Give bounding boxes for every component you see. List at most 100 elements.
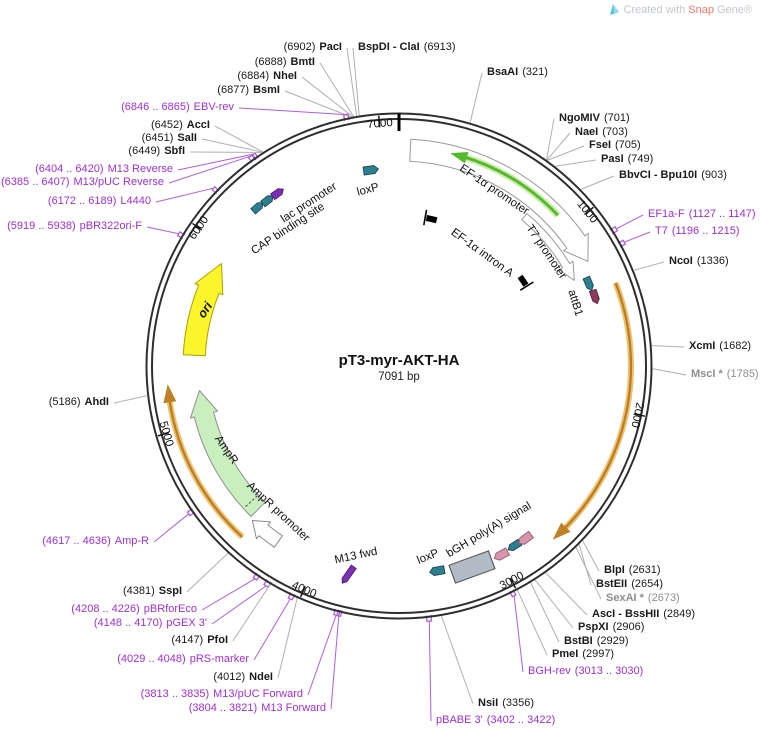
site-ahdi-name: AhdI bbox=[84, 396, 109, 408]
leader-line-t7-primer bbox=[624, 231, 651, 243]
primer-m13-puc-fwd-name: M13/pUC Forward bbox=[213, 688, 303, 700]
primer-t7-pos: (1196 .. 1215) bbox=[671, 225, 740, 237]
site-bmti-pos: (6888) bbox=[254, 56, 287, 68]
leader-line-pbrforeco bbox=[201, 578, 256, 611]
tick-mark-7000 bbox=[378, 115, 381, 128]
primer-hook-m13-reverse bbox=[251, 152, 259, 161]
site-fsei-name: FseI bbox=[589, 139, 612, 151]
primer-label-amp-r: (4617 .. 4636) Amp-R bbox=[42, 534, 149, 549]
primer-m13-fwd-pos: (3804 .. 3821) bbox=[188, 702, 258, 714]
site-ahdi-pos: (5186) bbox=[48, 396, 81, 408]
site-bbvci-name: BbvCI - Bpu10I bbox=[619, 169, 698, 181]
leader-line-pgex-3 bbox=[211, 585, 267, 625]
primer-hook-pbabe-3 bbox=[425, 614, 433, 623]
leader-line-pbr322ori-f bbox=[146, 226, 179, 235]
tick-mark-4000 bbox=[299, 586, 306, 598]
site-label-bbvci-bpu10i: BbvCI - Bpu10I (903) bbox=[619, 168, 727, 183]
site-bsaai-pos: (321) bbox=[522, 66, 548, 78]
primer-m13-puc-rev-name: M13/pUC Reverse bbox=[73, 176, 164, 188]
site-bsteii-name: BstEII bbox=[596, 578, 628, 590]
site-label-ndei: (4012) NdeI bbox=[213, 670, 273, 685]
leader-line-ef1a-f bbox=[616, 214, 644, 230]
site-bspdi-clai-name: BspDI - ClaI bbox=[358, 41, 420, 53]
primer-prs-marker-pos: (4029 .. 4048) bbox=[117, 653, 186, 665]
site-xcmi-name: XcmI bbox=[689, 340, 716, 352]
site-label-bspdi-clai: BspDI - ClaI (6913) bbox=[358, 40, 456, 55]
site-label-sspi: (4381) SspI bbox=[123, 584, 182, 599]
site-ncoi-pos: (1336) bbox=[696, 255, 729, 267]
site-label-asci-bsshii: AscI - BssHII (2849) bbox=[592, 607, 695, 622]
leader-line-bmti bbox=[319, 62, 355, 117]
primer-label-l4440: (6172 .. 6189) L4440 bbox=[48, 194, 151, 209]
site-sbfi-pos: (6449) bbox=[128, 145, 161, 157]
primer-label-ef1a-f: EF1a-F (1127 .. 1147) bbox=[648, 207, 756, 222]
leader-line-pasi bbox=[555, 159, 597, 167]
site-nhei-name: NheI bbox=[273, 70, 297, 82]
primer-label-m13-puc-reverse: (6385 .. 6407) M13/pUC Reverse bbox=[1, 175, 164, 190]
leader-line-sexai bbox=[575, 547, 602, 600]
primer-hook-m13-forward bbox=[336, 609, 343, 618]
bgh-arrow-pink-2 bbox=[518, 530, 534, 545]
primer-pbrforeco-name: pBRforEco bbox=[143, 603, 197, 615]
site-sexai-pos: (2673) bbox=[647, 592, 680, 604]
site-label-pmei: PmeI (2997) bbox=[552, 647, 614, 662]
site-blpi-name: BlpI bbox=[604, 564, 625, 576]
site-naei-pos: (703) bbox=[602, 126, 628, 138]
site-ngomiv-name: NgoMIV bbox=[559, 112, 600, 124]
site-asci-pos: (2849) bbox=[663, 608, 696, 620]
leader-line-l4440 bbox=[155, 187, 214, 203]
site-pasi-pos: (749) bbox=[627, 153, 654, 165]
site-label-fsei: FseI (705) bbox=[589, 138, 641, 153]
leader-line-bspdi-clai bbox=[352, 47, 360, 116]
site-pmei-name: PmeI bbox=[552, 648, 579, 660]
primer-label-p322ori-f: (5919 .. 5938) pBR322ori-F bbox=[7, 219, 142, 234]
site-asci-name: AscI - BssHII bbox=[592, 608, 660, 620]
leader-line-pmei bbox=[516, 589, 548, 656]
primer-m13-rev-pos: (6404 .. 6420) bbox=[35, 163, 104, 175]
site-ngomiv-pos: (701) bbox=[603, 112, 630, 124]
bgh-arrow-teal bbox=[507, 538, 523, 551]
site-bsaai-name: BsaAI bbox=[487, 66, 519, 78]
primer-hook-bgh-rev bbox=[509, 589, 517, 598]
ori-arrow bbox=[182, 263, 224, 357]
site-pfoi-name: PfoI bbox=[207, 634, 228, 646]
tick-mark-2000 bbox=[633, 413, 646, 417]
leader-line-sspi bbox=[186, 552, 229, 593]
site-sbfi-name: SbfI bbox=[164, 145, 185, 157]
attb1-arrow-teal bbox=[582, 275, 594, 292]
leader-line-m13-puc-reverse bbox=[168, 155, 251, 184]
primer-m13-puc-fwd-pos: (3813 .. 3835) bbox=[140, 688, 210, 700]
leader-line-blpi bbox=[582, 540, 600, 572]
primer-pbrforeco-pos: (4208 .. 4226) bbox=[71, 603, 140, 615]
leader-line-msci bbox=[652, 368, 687, 376]
site-nsii-name: NsiI bbox=[478, 697, 499, 709]
loxp-top-arrow bbox=[362, 165, 379, 176]
leader-line-bsaai bbox=[469, 72, 483, 123]
ampr-promoter-arrow bbox=[251, 520, 283, 548]
leader-line-ebv-rev bbox=[238, 107, 346, 116]
primer-label-prs-marker: (4029 .. 4048) pRS-marker bbox=[117, 652, 249, 667]
site-label-bsaai: BsaAI (321) bbox=[487, 65, 548, 80]
primer-hook-pbr322ori-f bbox=[176, 231, 186, 240]
primer-hook-pbrforeco bbox=[252, 572, 261, 581]
lac-promoter-bar-1 bbox=[250, 202, 264, 215]
leader-line-pfoi bbox=[232, 584, 271, 642]
intron-bracket-bar-2 bbox=[517, 274, 529, 287]
plasmid-title-block: pT3-myr-AKT-HA 7091 bp bbox=[339, 352, 460, 383]
primer-bgh-rev-name: BGH-rev bbox=[528, 665, 571, 677]
leader-line-asci-bsshii bbox=[545, 572, 588, 616]
leader-line-fsei bbox=[547, 145, 585, 161]
ef1a-green-arrow bbox=[462, 155, 559, 217]
site-sexai-name: SexAI * bbox=[606, 592, 644, 604]
ef1a-green-arrowhead bbox=[450, 152, 469, 164]
tick-label-7000: 7000 bbox=[366, 116, 394, 132]
site-bsteii-pos: (2654) bbox=[631, 578, 663, 590]
site-label-ngomiv: NgoMIV (701) bbox=[559, 111, 630, 126]
intron-bracket-cap-1 bbox=[423, 209, 428, 226]
tick-mark-1000 bbox=[584, 206, 594, 216]
leader-line-ahdi bbox=[113, 395, 148, 404]
tick-mark-6000 bbox=[191, 222, 203, 231]
tick-mark-3000 bbox=[509, 577, 517, 589]
primer-label-ebv-rev: (6846 .. 6865) EBV-rev bbox=[121, 100, 234, 115]
